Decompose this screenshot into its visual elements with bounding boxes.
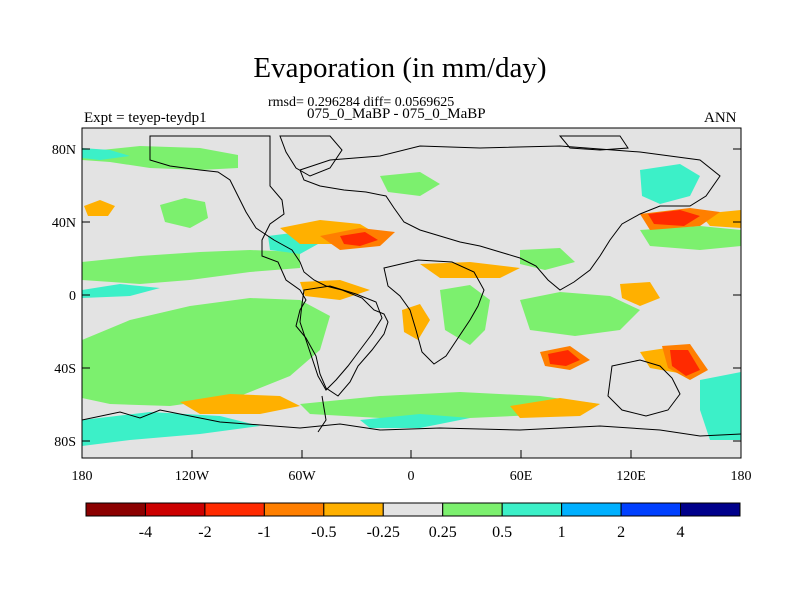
colorbar-swatch [501,502,563,517]
colorbar-label: -2 [198,524,211,541]
orange-patch-tropical-atlantic [300,280,370,300]
colorbar: -4 -2 -1 -0.5 -0.25 0.25 0.5 1 2 4 [85,502,741,541]
coast-eurasia [299,145,721,291]
orange-patch-north-pacific [84,200,115,216]
coast-australia [607,359,681,417]
lon-tick-label: 0 [408,469,415,484]
coast-africa [383,259,485,365]
colorbar-label: -4 [139,524,152,541]
cyan-patch-southern-atlantic [360,414,470,428]
lat-tick-label: 0 [69,289,76,304]
orange-patch-south-atlantic [180,394,300,414]
lat-tick-label: 80N [52,143,76,158]
coast-antarctic-peninsula [317,395,327,433]
cyan-patch-southern-ring [82,412,260,446]
stats-text: rmsd= 0.296284 diff= 0.0569625 [268,95,455,110]
experiment-label: Expt = teyep-teydp1 [84,110,207,126]
lat-tick-marks [82,148,741,458]
colorbar-label: -1 [258,524,271,541]
colorbar-label: 4 [677,524,685,541]
colorbar-swatch [263,502,325,517]
colorbar-swatch [620,502,682,517]
colorbar-label: -0.25 [367,524,400,541]
orange-patch-southern-indian [510,398,600,418]
red-patch-kuroshio [648,210,700,226]
colorbar-swatch [144,502,206,517]
green-patch-equatorial-pacific [82,250,300,284]
lon-tick-label: 120E [616,469,646,484]
green-patch-indian [520,292,640,336]
coast-arctic-islands [558,135,629,151]
red-patch-atlantic [340,232,378,246]
lat-tick-label: 40S [54,362,76,377]
lon-tick-label: 60W [288,469,316,484]
lon-tick-label: 60E [510,469,533,484]
lon-tick-label: 180 [72,469,93,484]
season-label: ANN [704,110,737,126]
colorbar-swatch [680,502,741,517]
cyan-patch-south-australia [700,372,741,440]
colorbar-swatch [561,502,622,517]
coast-north-america [149,135,389,397]
colorbar-swatch [442,502,503,517]
cyan-patch-tropical-pacific [82,284,160,298]
green-patch-atlantic-east [440,285,490,345]
colorbar-swatch [323,502,384,517]
lon-tick-label: 120W [175,469,210,484]
coast-greenland [279,135,343,177]
green-patch-west-pacific [640,226,741,250]
colorbar-label: 1 [558,524,566,541]
lat-tick-label: 40N [52,216,76,231]
lat-tick-label: 80S [54,435,76,450]
colorbar-label: 2 [617,524,625,541]
colorbar-swatch [382,502,444,517]
colorbar-label: -0.5 [311,524,336,541]
red-patch-south-indian [548,350,580,366]
cyan-patch-arctic-west [82,148,130,160]
colorbar-swatch [204,502,265,517]
map-title: Evaporation (in mm/day) [253,52,547,84]
coast-antarctica [82,409,741,437]
experiment-pair: 075_0_MaBP - 075_0_MaBP [307,106,486,122]
green-patch-south-pacific [82,298,330,406]
lon-tick-label: 180 [731,469,752,484]
orange-patch-east-pacific [620,282,660,306]
cyan-patch-arctic-east [640,164,700,204]
colorbar-label: 0.25 [429,524,457,541]
green-patch-north-pacific [160,198,208,228]
map-field [82,128,741,458]
colorbar-label: 0.5 [492,524,512,541]
coast-south-america [299,285,383,391]
red-patch-east-australia [670,350,700,376]
green-patch-polar-north [82,146,238,170]
orange-patch-gulf-guinea [402,304,430,340]
colorbar-swatch [85,502,146,517]
green-patch-north-atlantic [380,172,440,196]
